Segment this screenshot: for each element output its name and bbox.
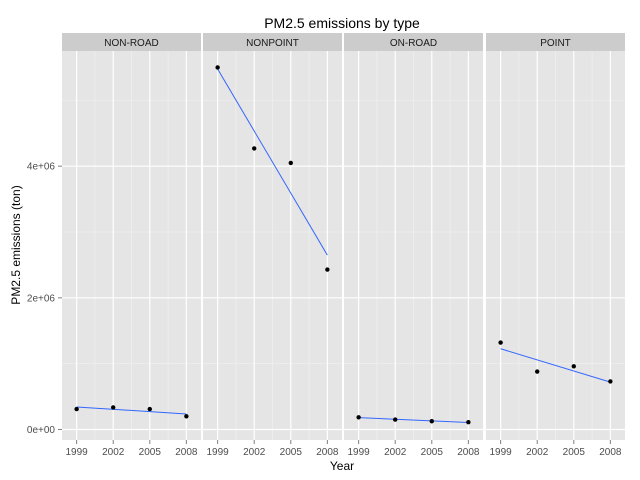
data-point xyxy=(393,417,398,422)
x-tick-label: 2002 xyxy=(243,447,266,458)
facet-strip-label: POINT xyxy=(540,38,571,49)
facet-strip-label: ON-ROAD xyxy=(390,38,437,49)
x-tick-label: 2008 xyxy=(175,447,198,458)
facet-strip xyxy=(62,33,201,51)
trend-line xyxy=(76,406,187,415)
data-point xyxy=(215,65,220,70)
data-point xyxy=(74,406,79,412)
data-point xyxy=(325,267,330,272)
x-tick-label: 1999 xyxy=(207,447,230,458)
y-axis-title: PM2.5 emissions (ton) xyxy=(9,185,23,304)
data-point xyxy=(111,405,116,410)
facet-panel-nonpoint: NONPOINT 1999 2002 2005 2008 xyxy=(203,33,342,458)
x-tick-label: 2008 xyxy=(599,447,622,458)
data-point xyxy=(288,160,293,166)
x-tick-label: 2005 xyxy=(421,447,444,458)
data-point xyxy=(466,420,471,425)
data-point xyxy=(429,419,434,424)
chart-title: PM2.5 emissions by type xyxy=(264,15,420,31)
facet-strip xyxy=(344,33,483,51)
facet-panel-non-road: NON-ROAD 1999 2002 2005 2008 xyxy=(62,33,201,458)
x-tick-label: 2008 xyxy=(457,447,480,458)
y-tick-label: 2e+06 xyxy=(27,293,56,304)
y-tick-label: 4e+06 xyxy=(27,162,56,173)
data-point xyxy=(608,379,613,384)
x-tick-label: 2002 xyxy=(526,447,549,458)
facet-panel-point: POINT 1999 2002 2005 2008 xyxy=(486,33,625,458)
trend-line xyxy=(217,68,328,256)
data-point xyxy=(571,364,576,369)
x-tick-label: 2002 xyxy=(384,447,407,458)
x-tick-label: 2005 xyxy=(563,447,586,458)
data-point xyxy=(535,369,540,374)
x-tick-label: 1999 xyxy=(490,447,513,458)
trend-line xyxy=(500,348,611,383)
facet-panel-on-road: ON-ROAD 1999 2002 2005 2008 xyxy=(344,33,483,458)
data-point xyxy=(252,146,257,151)
x-tick-label: 1999 xyxy=(348,447,371,458)
data-point xyxy=(498,340,503,345)
facet-strip xyxy=(486,33,625,51)
x-tick-label: 1999 xyxy=(66,447,89,458)
y-tick-label: 0e+00 xyxy=(27,425,56,436)
trend-line xyxy=(358,417,469,424)
facet-strip-label: NONPOINT xyxy=(246,38,299,49)
x-tick-label: 2008 xyxy=(316,447,339,458)
x-axis-title: Year xyxy=(330,459,354,473)
x-tick-label: 2005 xyxy=(280,447,303,458)
x-tick-label: 2002 xyxy=(102,447,125,458)
facet-strip-label: NON-ROAD xyxy=(104,38,158,49)
data-point xyxy=(184,414,189,419)
facet-strip xyxy=(203,33,342,51)
data-point xyxy=(356,415,361,420)
x-tick-label: 2005 xyxy=(139,447,162,458)
data-point xyxy=(147,406,152,412)
